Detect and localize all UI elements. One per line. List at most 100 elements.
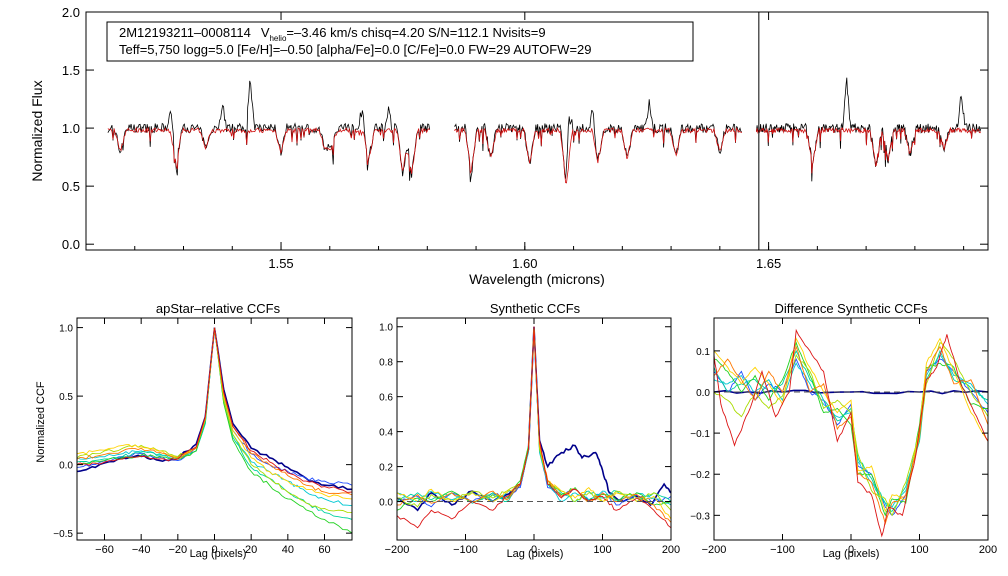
ccf-y-tick-label: 0.0 xyxy=(696,388,710,399)
ccf-x-tick-label: 200 xyxy=(662,544,680,556)
ccf-x-tick-label: −200 xyxy=(702,544,727,556)
spectrum-panel: 1.55 1.60 1.65 0.0 0.5 1.0 1.5 2.0 2M12193211–0… xyxy=(29,5,989,287)
info-box xyxy=(106,21,694,62)
ccf-line-visit-5 xyxy=(714,341,988,517)
spectrum-y-tick-label: 1.5 xyxy=(62,63,80,78)
ccf-line-visit-5 xyxy=(397,326,671,511)
spectrum-x-axis-label: Wavelength (microns) xyxy=(469,271,605,287)
ccf-line-visit-8 xyxy=(77,327,352,496)
ccf-y-tick-label: 0.8 xyxy=(379,358,393,369)
info-line-2: Teff=5,750 logg=5.0 [Fe/H]=–0.50 [alpha/… xyxy=(119,42,592,57)
ccf-line-visit-9 xyxy=(397,326,671,529)
ccf-x-tick-label: 0 xyxy=(848,544,854,556)
ccf-line-visit-3 xyxy=(397,326,671,506)
vhelio-subscript: helio xyxy=(269,34,286,43)
ccf-line-visit-6 xyxy=(77,327,352,514)
observed-spectrum-chip-3 xyxy=(756,77,982,182)
ccf-y-tick-label: 0.1 xyxy=(696,347,710,358)
ccf-line-visit-3 xyxy=(714,354,988,508)
apstar-ccf-y-label: Normalized CCF xyxy=(35,381,47,463)
ccf-y-tick-label: 0.4 xyxy=(379,428,393,439)
observed-spectrum-chip-2 xyxy=(454,99,743,183)
ccf-x-tick-label: −60 xyxy=(95,544,114,556)
model-spectrum-chip-1 xyxy=(107,126,430,174)
ccf-y-tick-label: 0.0 xyxy=(59,461,73,472)
ccf-x-tick-label: 0 xyxy=(211,544,217,556)
ccf-x-tick-label: 100 xyxy=(910,544,928,556)
synthetic-ccf-title: Synthetic CCFs xyxy=(490,301,581,316)
ccf-line-visit-5 xyxy=(77,327,352,534)
ccf-line-visit-9 xyxy=(77,327,352,493)
difference-ccf-x-label: Lag (pixels) xyxy=(823,548,880,560)
ccf-y-tick-label: −0.5 xyxy=(53,529,73,540)
ccf-y-tick-label: 0.0 xyxy=(379,498,393,509)
observed-spectrum-chip-1 xyxy=(107,80,431,181)
spectrum-x-tick-label: 1.65 xyxy=(756,256,781,271)
spectrum-y-tick-label: 0.5 xyxy=(62,179,80,194)
spectrum-ticks: 1.55 1.60 1.65 0.0 0.5 1.0 1.5 2.0 xyxy=(62,5,988,271)
ccf-y-tick-label: 0.2 xyxy=(379,463,393,474)
spectrum-y-tick-label: 0.0 xyxy=(62,237,80,252)
ccf-x-tick-label: −40 xyxy=(132,544,151,556)
ccf-y-tick-label: 1.0 xyxy=(379,323,393,334)
ccf-line-visit-7 xyxy=(77,327,352,500)
ccf-line-visit-7 xyxy=(714,337,988,513)
synthetic-ccf-x-label: Lag (pixels) xyxy=(507,548,564,560)
ccf-line-visit-6 xyxy=(397,326,671,511)
ccf-series-group xyxy=(397,326,671,529)
difference-ccf-panel: Difference Synthetic CCFs Lag (pixels) −… xyxy=(690,301,997,560)
ccf-series-group xyxy=(77,327,352,534)
apstar-ccf-panel: apStar–relative CCFs Lag (pixels) Normal… xyxy=(35,301,353,560)
spectrum-axes-frame xyxy=(85,11,989,251)
ccf-line-visit-2 xyxy=(77,327,352,486)
ccf-x-tick-label: 20 xyxy=(245,544,257,556)
ccf-x-tick-label: −200 xyxy=(385,544,410,556)
ccf-y-tick-label: −0.3 xyxy=(690,511,710,522)
model-spectrum-chip-3 xyxy=(756,126,982,174)
spectrum-y-tick-label: 1.0 xyxy=(62,121,80,136)
ccf-line-visit-7 xyxy=(397,326,671,520)
ccf-line-visit-1 xyxy=(714,389,988,395)
spectrum-y-axis-label: Normalized Flux xyxy=(29,80,45,181)
ccf-x-tick-label: −100 xyxy=(770,544,795,556)
ccf-axes-frame xyxy=(76,317,353,541)
ccf-x-tick-label: −100 xyxy=(453,544,478,556)
ccf-x-tick-label: 0 xyxy=(531,544,537,556)
ccf-x-tick-label: 40 xyxy=(282,544,294,556)
ccf-x-tick-label: 200 xyxy=(979,544,997,556)
ccf-x-tick-label: −20 xyxy=(168,544,187,556)
ccf-line-visit-4 xyxy=(397,326,671,504)
apstar-ccf-title: apStar–relative CCFs xyxy=(156,301,281,316)
ccf-axes-frame xyxy=(713,317,989,541)
ccf-y-tick-label: 0.6 xyxy=(379,393,393,404)
spectrum-series xyxy=(107,12,982,250)
ccf-y-tick-label: −0.1 xyxy=(690,429,710,440)
ccf-y-tick-label: 1.0 xyxy=(59,324,73,335)
info-line-1-values: =–3.46 km/s chisq=4.20 S/N=112.1 Nvisits… xyxy=(286,25,545,40)
synthetic-ccf-panel: Synthetic CCFs Lag (pixels) −200 −100 0 100… xyxy=(379,301,680,560)
ccf-line-visit-6 xyxy=(714,342,988,517)
ccf-y-tick-label: −0.2 xyxy=(690,470,710,481)
ccf-axes-frame xyxy=(396,317,672,541)
ccf-line-visit-1 xyxy=(77,327,352,491)
ccf-x-tick-label: 60 xyxy=(318,544,330,556)
ccf-x-tick-label: 100 xyxy=(593,544,611,556)
info-line-1: 2M12193211–0008114 Vhelio=–3.46 km/s chis… xyxy=(119,25,546,43)
ccf-line-visit-2 xyxy=(714,357,988,516)
spectrum-x-tick-label: 1.55 xyxy=(268,256,293,271)
star-id: 2M12193211–0008114 xyxy=(119,25,251,40)
spectrum-y-tick-label: 2.0 xyxy=(62,5,80,20)
vhelio-symbol: V xyxy=(261,25,270,40)
difference-ccf-title: Difference Synthetic CCFs xyxy=(775,301,928,316)
ccf-line-visit-4 xyxy=(77,327,352,520)
ccf-line-visit-1 xyxy=(397,326,671,512)
apstar-ccf-x-label: Lag (pixels) xyxy=(190,548,247,560)
spectrum-x-tick-label: 1.60 xyxy=(512,256,537,271)
model-spectrum-chip-2 xyxy=(453,127,743,184)
ccf-line-visit-8 xyxy=(714,345,988,526)
ccf-line-visit-2 xyxy=(397,326,671,508)
ccf-y-tick-label: 0.5 xyxy=(59,392,73,403)
ccf-series-group xyxy=(714,328,988,538)
ccf-line-visit-9 xyxy=(714,328,988,538)
